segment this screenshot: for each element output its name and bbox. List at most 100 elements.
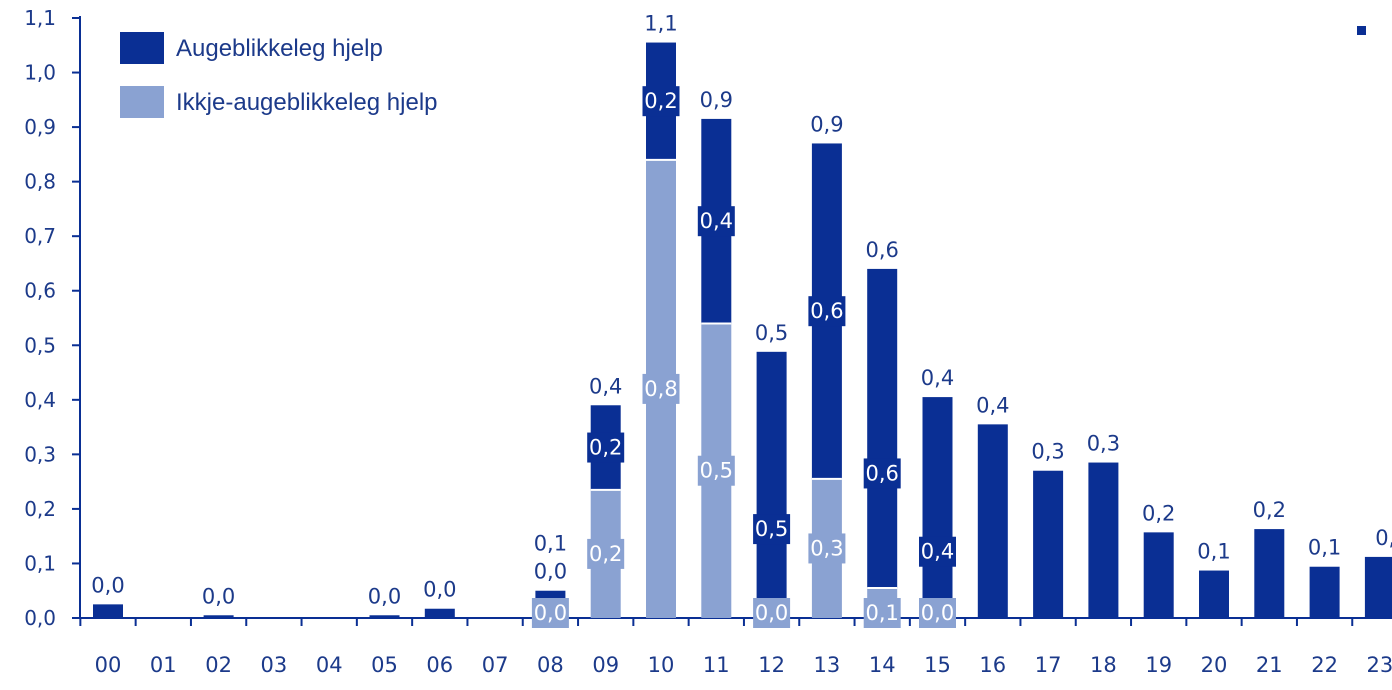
bar-segment-augeblikkeleg xyxy=(369,615,400,618)
data-label-box xyxy=(642,86,680,117)
x-tick-label: 14 xyxy=(869,653,896,677)
y-tick-label: 0,6 xyxy=(24,279,56,303)
segment-value-label: 0,6 xyxy=(865,461,898,485)
x-tick-label: 01 xyxy=(150,653,177,677)
total-value-label: 0,4 xyxy=(976,393,1009,417)
y-tick-label: 0,0 xyxy=(24,606,56,630)
x-tick-label: 13 xyxy=(814,653,841,677)
x-tick-label: 08 xyxy=(537,653,564,677)
legend: Augeblikkeleg hjelp Ikkje-augeblikkeleg h… xyxy=(120,32,438,118)
total-value-label: 0,3 xyxy=(1031,440,1064,464)
data-label-box xyxy=(863,458,901,489)
x-tick-label: 09 xyxy=(592,653,619,677)
data-label-box xyxy=(697,206,735,237)
segment-value-label: 0,3 xyxy=(810,536,843,560)
legend-swatch xyxy=(120,32,164,64)
data-label-box xyxy=(863,598,901,628)
y-tick-label: 0,2 xyxy=(24,497,56,521)
total-value-label: 0,1 xyxy=(1308,536,1341,560)
bar-segment-augeblikkeleg xyxy=(922,397,953,617)
total-value-label: 0,9 xyxy=(810,112,843,136)
segment-value-label: 0,4 xyxy=(700,209,733,233)
bar-segment-augeblikkeleg xyxy=(1364,556,1392,618)
x-tick-label: 11 xyxy=(703,653,730,677)
total-value-label: 1,1 xyxy=(644,12,677,36)
x-tick-label: 04 xyxy=(316,653,343,677)
x-tick-label: 22 xyxy=(1311,653,1338,677)
total-value-label: 0,0 xyxy=(368,584,401,608)
segment-value-label: 0,5 xyxy=(700,459,733,483)
data-label-box xyxy=(587,432,625,463)
data-label-box xyxy=(808,533,846,564)
bar-segment-augeblikkeleg xyxy=(1309,566,1340,618)
total-value-label: 0,4 xyxy=(589,374,622,398)
x-tick-label: 18 xyxy=(1090,653,1117,677)
corner-marker xyxy=(1357,26,1366,35)
data-label-box xyxy=(753,598,791,628)
bar-segment-augeblikkeleg xyxy=(1254,529,1285,618)
data-labels: 0,0 0,0 0,0 0,0 0,0 0,1 0,2 0,2 0,4 0,8 0,2 1,1 0,5 0… xyxy=(91,12,1392,628)
extra-value-label: 0,0 xyxy=(534,560,567,584)
data-label-box xyxy=(531,598,569,628)
y-tick-label: 1,1 xyxy=(24,6,56,30)
y-tick-label: 0,8 xyxy=(24,170,56,194)
bar-segment-augeblikkeleg xyxy=(756,351,787,617)
x-tick-label: 00 xyxy=(95,653,122,677)
legend-label: Ikkje-augeblikkeleg hjelp xyxy=(176,89,438,116)
bar-segment-augeblikkeleg xyxy=(424,608,455,618)
y-tick-label: 0,3 xyxy=(24,442,56,466)
total-value-label: 0,2 xyxy=(1142,501,1175,525)
segment-value-label: 0,8 xyxy=(644,377,677,401)
data-label-box xyxy=(642,373,680,404)
x-tick-label: 17 xyxy=(1035,653,1062,677)
data-label-box xyxy=(697,455,735,486)
total-value-label: 0,1 xyxy=(1375,526,1392,550)
x-tick-label: 12 xyxy=(758,653,785,677)
segment-value-label: 0,2 xyxy=(589,436,622,460)
bar-segment-augeblikkeleg xyxy=(1143,532,1174,618)
x-tick-labels: 00 01 02 03 04 05 06 07 08 09 10 11 12 13 14 15 16 17 18 19… xyxy=(95,653,1392,677)
bar-segment-augeblikkeleg xyxy=(867,268,898,588)
data-label-box xyxy=(919,598,956,628)
data-label-box xyxy=(753,514,791,545)
y-tick-label: 0,7 xyxy=(24,224,56,248)
segment-value-label: 0,2 xyxy=(589,542,622,566)
y-tick-label: 0,1 xyxy=(24,551,56,575)
x-tick-label: 06 xyxy=(426,653,453,677)
x-tick-label: 16 xyxy=(979,653,1006,677)
total-value-label: 0,5 xyxy=(755,321,788,345)
total-value-label: 0,3 xyxy=(1087,432,1120,456)
total-value-label: 0,1 xyxy=(534,532,567,556)
y-tick-label: 0,4 xyxy=(24,388,56,412)
bar-segment-augeblikkeleg xyxy=(977,424,1008,618)
segment-value-label: 0,1 xyxy=(865,601,898,625)
total-value-label: 0,1 xyxy=(1197,540,1230,564)
bar-segment-augeblikkeleg xyxy=(203,615,234,618)
segment-value-label: 0,4 xyxy=(921,540,954,564)
segment-value-label: 0,6 xyxy=(810,299,843,323)
bar-segment-augeblikkeleg xyxy=(1088,462,1119,618)
bar-segment-augeblikkeleg xyxy=(1033,470,1064,618)
segment-value-label: 0,2 xyxy=(644,89,677,113)
x-tick-label: 19 xyxy=(1145,653,1172,677)
total-value-label: 0,0 xyxy=(423,578,456,602)
y-tick-label: 0,9 xyxy=(24,115,56,139)
x-tick-label: 23 xyxy=(1367,653,1392,677)
y-tick-label: 1,0 xyxy=(24,61,56,85)
total-value-label: 0,9 xyxy=(700,88,733,112)
x-tick-label: 07 xyxy=(482,653,509,677)
bar-segment-augeblikkeleg xyxy=(1199,570,1229,618)
total-value-label: 0,0 xyxy=(202,584,235,608)
x-tick-label: 15 xyxy=(924,653,951,677)
bars xyxy=(93,42,1392,618)
x-tick-label: 21 xyxy=(1256,653,1283,677)
x-tick-label: 20 xyxy=(1201,653,1228,677)
axes: 0,0 0,1 0,2 0,3 0,4 0,5 0,6 0,7 0,8 0,9 1,0 1,1 xyxy=(24,6,1392,630)
x-tick-label: 02 xyxy=(205,653,232,677)
bar-segment-augeblikkeleg xyxy=(93,604,123,618)
segment-value-label: 0,0 xyxy=(921,601,954,625)
legend-swatch xyxy=(120,86,164,118)
data-label-box xyxy=(808,296,846,327)
segment-value-label: 0,0 xyxy=(755,601,788,625)
total-value-label: 0,2 xyxy=(1253,498,1286,522)
